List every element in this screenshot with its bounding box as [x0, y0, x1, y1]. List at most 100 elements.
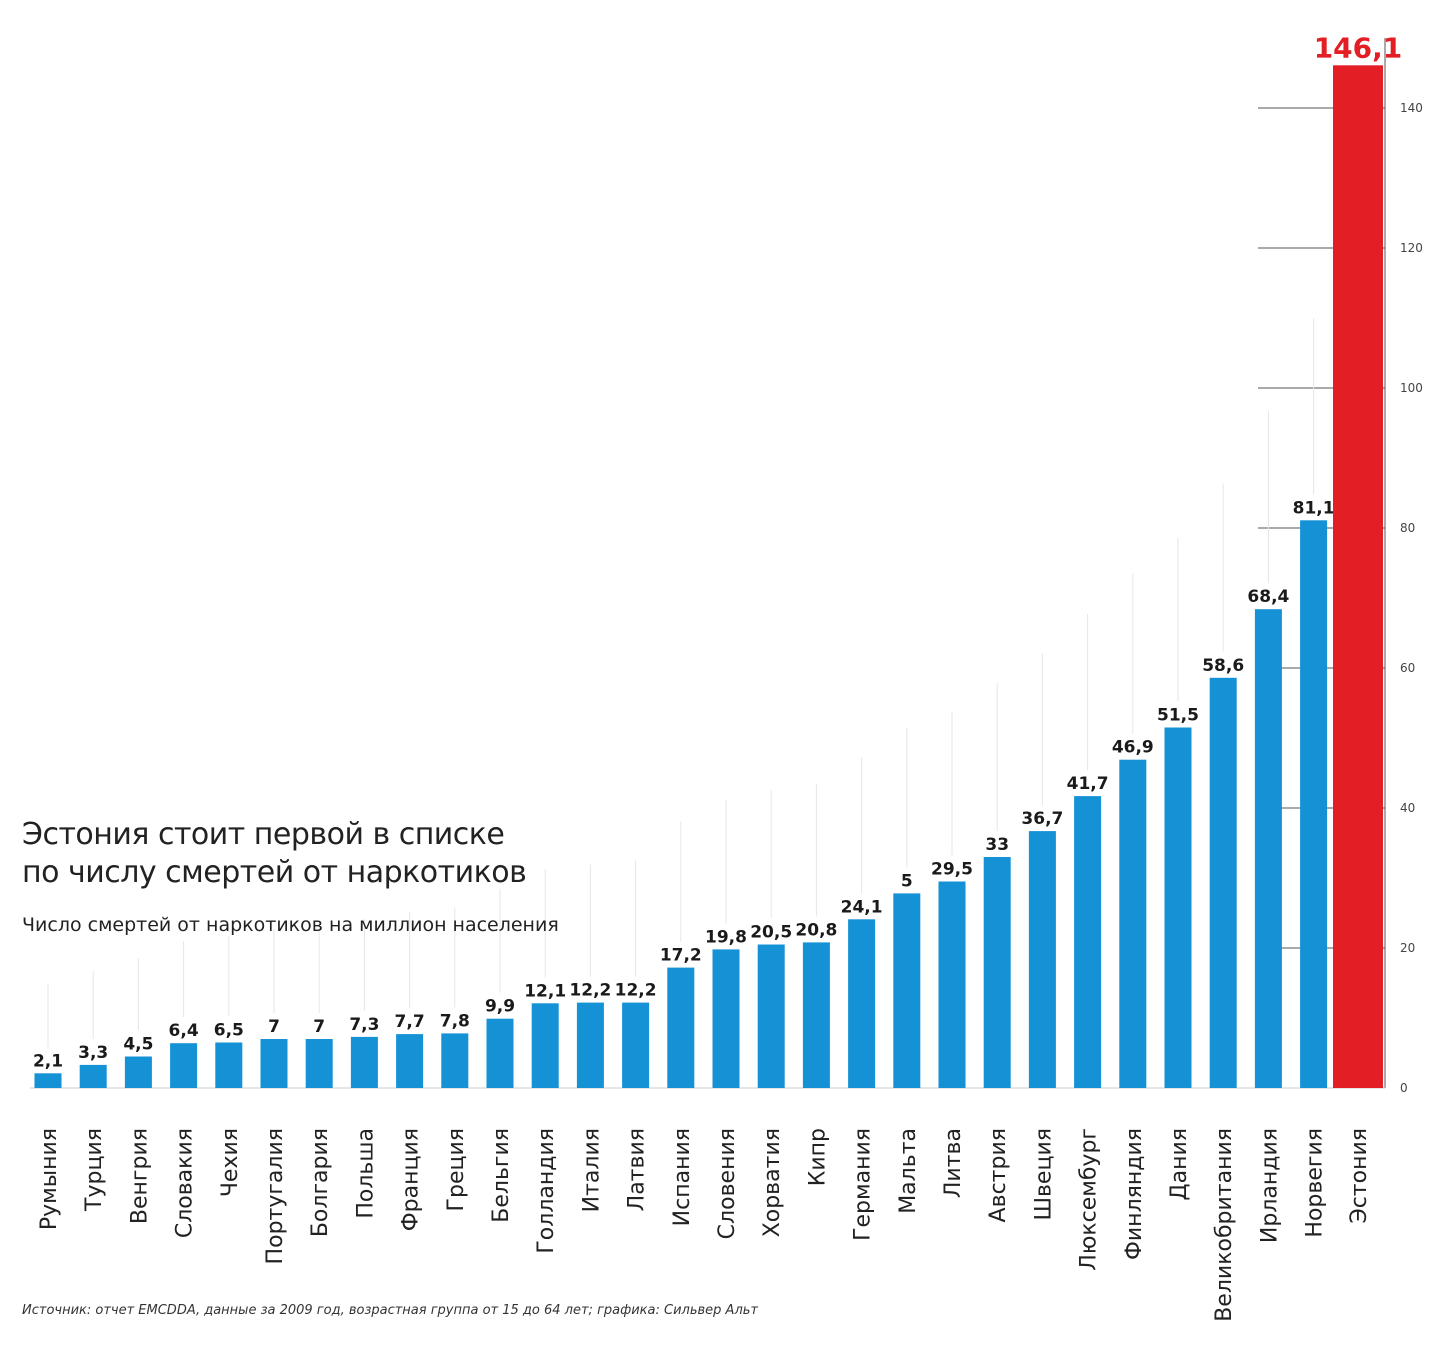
category-label: Великобритания [1212, 1128, 1237, 1322]
bar-Хорватия [757, 944, 785, 1088]
value-label: 81,1 [1293, 498, 1335, 518]
category-label: Чехия [218, 1128, 243, 1197]
category-label: Люксембург [1077, 1128, 1102, 1271]
chart-title: Эстония стоит первой в списке по числу с… [22, 816, 527, 892]
value-label: 7,8 [440, 1011, 470, 1031]
category-label: Латвия [625, 1128, 650, 1211]
category-label: Австрия [986, 1128, 1011, 1222]
value-label: 20,8 [795, 920, 837, 940]
value-label: 36,7 [1021, 809, 1063, 829]
bar-Италия [576, 1002, 604, 1088]
value-label: 29,5 [931, 860, 973, 880]
value-label: 58,6 [1202, 656, 1244, 676]
bar-Испания [667, 967, 695, 1088]
category-label: Мальта [896, 1128, 921, 1214]
bar-Португалия [260, 1039, 288, 1088]
y-tick-label: 100 [1400, 381, 1423, 395]
bar-Швеция [1028, 831, 1056, 1088]
value-label: 19,8 [705, 927, 747, 947]
value-label: 3,3 [78, 1043, 108, 1063]
value-label: 6,5 [214, 1021, 244, 1041]
bar-Польша [350, 1036, 378, 1088]
category-label: Норвегия [1303, 1128, 1328, 1238]
bar-Турция [79, 1064, 107, 1088]
bar-Великобритания [1209, 677, 1237, 1088]
chart-source-note: Источник: отчет EMCDDA, данные за 2009 г… [22, 1303, 758, 1318]
bar-Финляндия [1119, 759, 1147, 1088]
bar-Словакия [170, 1043, 198, 1088]
category-label: Голландия [534, 1128, 559, 1254]
category-label: Словакия [173, 1128, 198, 1238]
y-tick-label: 80 [1400, 521, 1415, 535]
chart-title-line-1: Эстония стоит первой в списке [22, 817, 505, 852]
y-tick-label: 60 [1400, 661, 1415, 675]
y-tick-label: 20 [1400, 941, 1415, 955]
chart-title-line-2: по числу смертей от наркотиков [22, 855, 527, 890]
value-label: 7 [313, 1017, 325, 1037]
bar-Болгария [305, 1039, 333, 1088]
category-label: Испания [670, 1128, 695, 1226]
category-label: Литва [941, 1128, 966, 1198]
value-label: 6,4 [169, 1021, 199, 1041]
bar-Австрия [983, 857, 1011, 1088]
value-label: 12,2 [569, 981, 611, 1001]
category-label: Хорватия [760, 1128, 785, 1237]
bar-Эстония [1333, 65, 1383, 1089]
y-tick-label: 140 [1400, 101, 1423, 115]
bar-Венгрия [124, 1056, 152, 1088]
category-label: Швеция [1031, 1128, 1056, 1221]
category-label: Франция [399, 1128, 424, 1231]
value-label: 7,7 [395, 1012, 425, 1032]
value-label: 68,4 [1247, 587, 1289, 607]
category-label: Румыния [37, 1128, 62, 1230]
bar-Румыния [34, 1073, 62, 1088]
bar-Греция [441, 1033, 469, 1088]
value-label: 41,7 [1067, 774, 1109, 794]
bar-Кипр [802, 942, 830, 1088]
bar-Ирландия [1254, 609, 1282, 1088]
value-label: 20,5 [750, 923, 792, 943]
category-label: Словения [715, 1128, 740, 1239]
value-label: 17,2 [660, 946, 702, 966]
chart-subtitle: Число смертей от наркотиков на миллион н… [22, 914, 559, 936]
category-label: Португалия [263, 1128, 288, 1264]
value-label: 12,1 [524, 981, 566, 1001]
bar-Дания [1164, 727, 1192, 1088]
bar-Люксембург [1074, 796, 1102, 1088]
y-tick-label: 120 [1400, 241, 1423, 255]
category-label: Эстония [1347, 1128, 1372, 1224]
bar-Литва [938, 881, 966, 1088]
category-label: Болгария [308, 1128, 333, 1237]
category-label: Бельгия [489, 1128, 514, 1223]
value-label: 2,1 [33, 1051, 63, 1071]
category-label: Турция [82, 1128, 107, 1212]
category-label: Кипр [805, 1128, 830, 1186]
bar-Латвия [622, 1002, 650, 1088]
bar-Мальта [893, 893, 921, 1088]
bar-Норвегия [1300, 520, 1328, 1088]
value-label: 46,9 [1112, 738, 1154, 758]
value-label: 4,5 [123, 1035, 153, 1055]
category-label: Италия [579, 1128, 604, 1212]
bar-Чехия [215, 1042, 243, 1088]
value-label: 7 [268, 1017, 280, 1037]
category-label: Венгрия [127, 1128, 152, 1224]
value-label: 7,3 [349, 1015, 379, 1035]
category-label: Польша [353, 1128, 378, 1219]
y-tick-label: 40 [1400, 801, 1415, 815]
value-label: 33 [985, 835, 1009, 855]
category-label: Ирландия [1257, 1128, 1282, 1243]
bar-Германия [848, 919, 876, 1088]
bar-Бельгия [486, 1018, 514, 1088]
value-label: 24,1 [841, 897, 883, 917]
value-label: 12,2 [615, 981, 657, 1001]
value-label: 146,1 [1314, 31, 1403, 64]
value-label: 51,5 [1157, 706, 1199, 726]
value-label: 9,9 [485, 997, 515, 1017]
category-label: Греция [444, 1128, 469, 1211]
category-label: Германия [851, 1128, 876, 1241]
category-label: Дания [1167, 1128, 1192, 1201]
category-label: Финляндия [1122, 1128, 1147, 1260]
bar-Франция [396, 1034, 424, 1088]
